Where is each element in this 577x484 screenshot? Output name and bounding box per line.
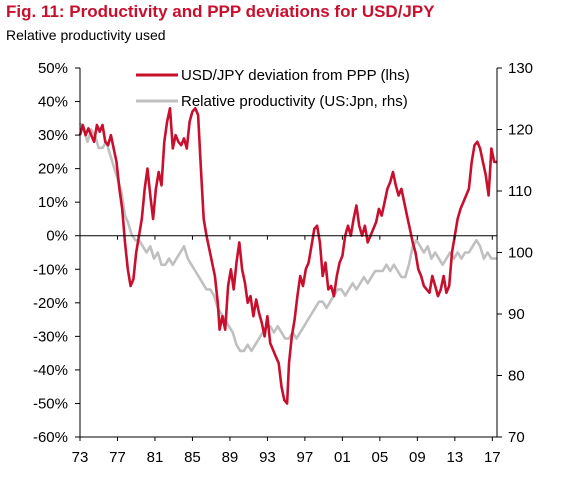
x-axis-tick-label: 73	[72, 449, 89, 466]
legend-item-productivity-label: Relative productivity (US:Jpn, rhs)	[181, 93, 408, 110]
x-axis-tick-label: 93	[259, 449, 276, 466]
left-axis-tick-label: 40%	[38, 94, 68, 111]
right-axis-tick-label: 110	[508, 183, 532, 200]
series-line-usd-jpy	[78, 107, 497, 405]
left-axis-tick-label: -40%	[33, 362, 68, 379]
right-axis-tick-label: 70	[508, 429, 525, 446]
left-axis-tick-label: 0%	[46, 228, 68, 245]
series-lines	[78, 107, 497, 405]
left-axis-tick-label: 30%	[38, 127, 68, 144]
right-axis-tick-label: 90	[508, 306, 525, 323]
left-axis-tick-label: -30%	[33, 328, 68, 345]
series-line-productivity	[78, 122, 497, 353]
left-axis-tick-label: 50%	[38, 60, 68, 77]
x-axis-tick-label: 89	[222, 449, 239, 466]
x-axis-tick-label: 77	[109, 449, 126, 466]
legend: USD/JPY deviation from PPP (lhs) Relative…	[136, 67, 410, 110]
x-axis-tick-label: 01	[334, 449, 351, 466]
axes: 50% 40% 30% 20% 10% 0% -10% -20% -30% -40% -50% -60…	[33, 60, 533, 466]
x-axis-tick-label: 17	[484, 449, 501, 466]
left-axis-tick-label: -50%	[33, 395, 68, 412]
left-axis-tick-label: 20%	[38, 161, 68, 178]
right-axis-tick-label: 120	[508, 122, 533, 139]
left-axis-tick-label: -20%	[33, 295, 68, 312]
right-axis-tick-label: 130	[508, 60, 533, 77]
x-axis-tick-label: 81	[147, 449, 164, 466]
x-axis-tick-label: 85	[184, 449, 201, 466]
x-axis-tick-label: 13	[446, 449, 463, 466]
chart-subtitle: Relative productivity used	[6, 27, 166, 43]
left-axis-tick-label: -60%	[33, 429, 68, 446]
x-axis-tick-label: 05	[372, 449, 389, 466]
x-axis-tick-label: 97	[297, 449, 314, 466]
right-axis-tick-label: 100	[508, 245, 533, 262]
left-axis-tick-label: 10%	[38, 194, 68, 211]
left-axis-tick-label: -10%	[33, 261, 68, 278]
right-axis-tick-label: 80	[508, 368, 525, 385]
legend-item-usd-jpy-label: USD/JPY deviation from PPP (lhs)	[181, 67, 410, 84]
x-axis-tick-label: 09	[409, 449, 426, 466]
chart-title: Fig. 11: Productivity and PPP deviations…	[6, 2, 435, 21]
